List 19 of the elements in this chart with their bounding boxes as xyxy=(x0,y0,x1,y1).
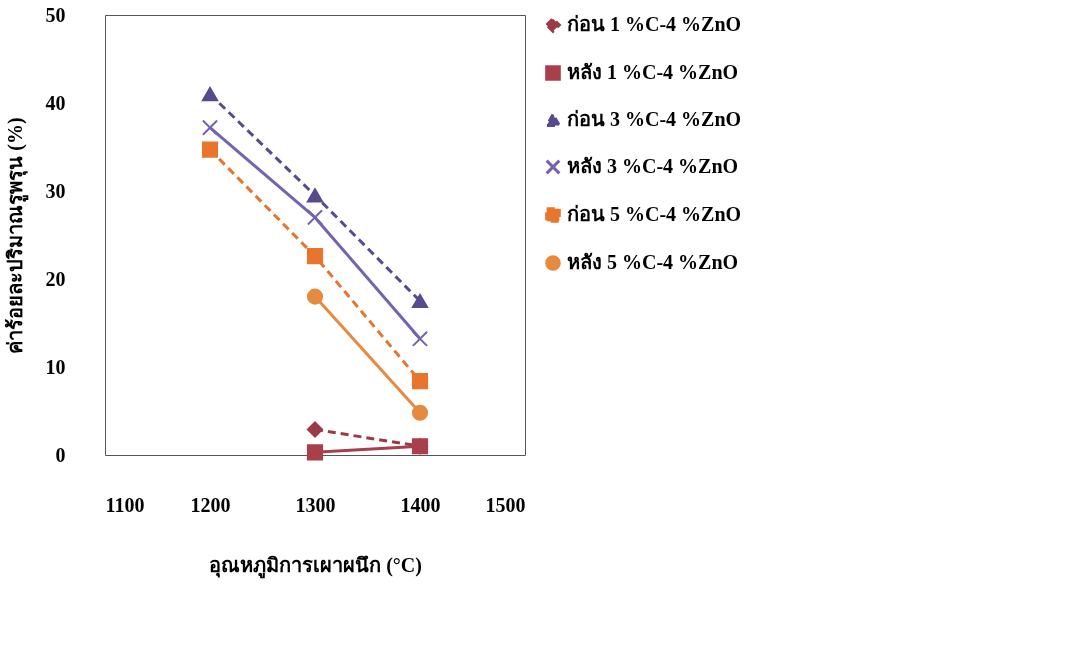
y-tick-label: 10 xyxy=(45,355,66,378)
legend-label: หลัง 1 %C-4 %ZnO xyxy=(567,61,739,83)
x-tick-label: 1300 xyxy=(295,493,336,516)
x-tick-label: 1100 xyxy=(105,493,145,516)
legend-label: ก่อน 5 %C-4 %ZnO xyxy=(567,203,742,225)
y-axis-title: ค่าร้อยละปริมาณรูพรุน (%) xyxy=(3,117,29,354)
y-tick-label: 40 xyxy=(45,91,66,114)
x-tick-label: 1200 xyxy=(190,493,231,516)
x-axis-title: อุณหภูมิการเผาผนึก (°C) xyxy=(209,553,422,579)
y-tick-label: 0 xyxy=(55,443,66,466)
legend-label: หลัง 5 %C-4 %ZnO xyxy=(567,251,739,273)
x-tick-label: 1400 xyxy=(400,493,441,516)
y-tick-label: 30 xyxy=(45,179,66,202)
y-tick-label: 50 xyxy=(45,3,66,26)
x-tick-label: 1500 xyxy=(485,493,526,516)
legend-label: ก่อน 1 %C-4 %ZnO xyxy=(567,13,742,35)
legend-label: หลัง 3 %C-4 %ZnO xyxy=(567,155,739,177)
legend-label: ก่อน 3 %C-4 %ZnO xyxy=(567,108,742,130)
y-tick-label: 20 xyxy=(45,267,66,290)
